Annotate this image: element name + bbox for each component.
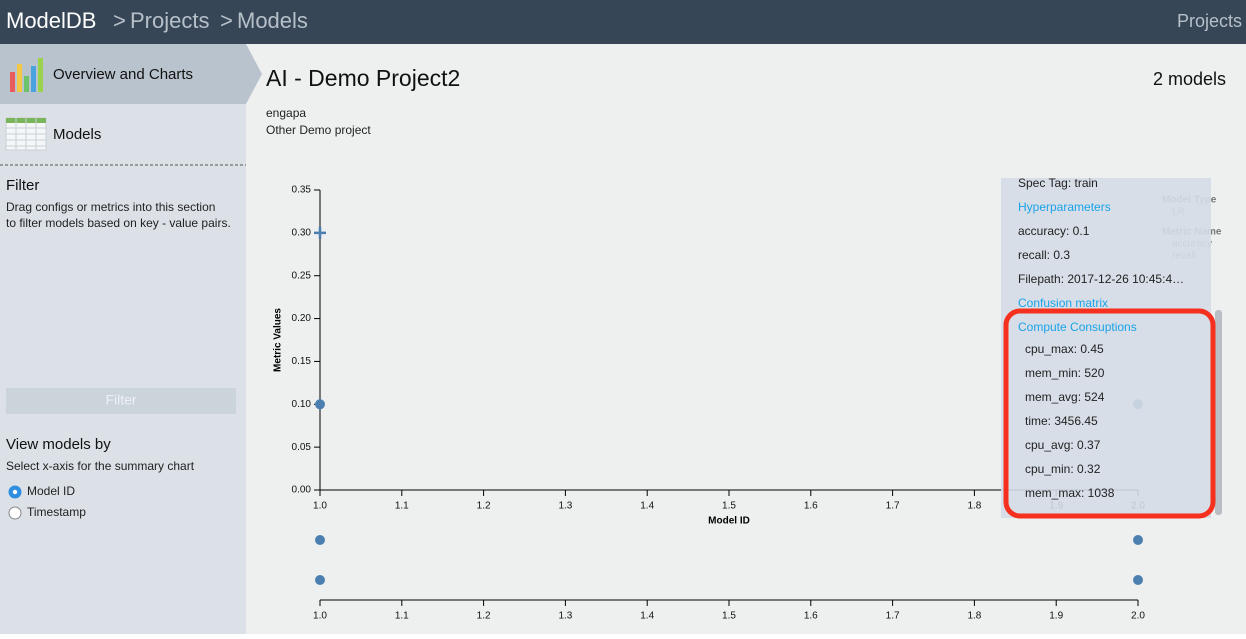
filter-button[interactable] bbox=[6, 388, 236, 414]
x-tick-label: 1.1 bbox=[395, 501, 409, 512]
breadcrumb: Models bbox=[237, 8, 308, 33]
x-tick-label: 1.5 bbox=[722, 501, 736, 512]
x-tick-label: 1.9 bbox=[1049, 611, 1063, 622]
details-item: recall: 0.3 bbox=[1018, 248, 1070, 262]
x-tick-label: 1.4 bbox=[640, 611, 654, 622]
project-title: AI - Demo Project2 bbox=[266, 65, 460, 91]
point bbox=[1133, 575, 1143, 585]
highlight-box bbox=[1003, 308, 1216, 519]
filter-description: Drag configs or metrics into this sectio… bbox=[6, 200, 215, 214]
chart-icon bbox=[10, 58, 43, 92]
details-link[interactable]: Compute Consuptions bbox=[1018, 320, 1137, 334]
details-item: mem_min: 520 bbox=[1025, 366, 1105, 380]
details-item: mem_avg: 524 bbox=[1025, 390, 1105, 404]
radio-dot bbox=[12, 489, 18, 495]
x-tick-label: 1.4 bbox=[640, 501, 654, 512]
point bbox=[315, 535, 325, 545]
point bbox=[315, 399, 325, 410]
scrollbar bbox=[1215, 310, 1222, 515]
details-item: time: 3456.45 bbox=[1025, 414, 1098, 428]
active-nav bbox=[0, 44, 262, 104]
x-tick-label: 2.0 bbox=[1131, 611, 1145, 622]
y-tick-label: 0.00 bbox=[292, 485, 312, 496]
header-bar bbox=[0, 0, 1246, 44]
details-item: cpu_min: 0.32 bbox=[1025, 462, 1101, 476]
filter-title: Filter bbox=[6, 177, 39, 194]
details-item: mem_max: 1038 bbox=[1025, 486, 1115, 500]
details-link[interactable]: Hyperparameters bbox=[1018, 200, 1111, 214]
x-tick-label: 1.8 bbox=[967, 611, 981, 622]
y-tick-label: 0.15 bbox=[292, 356, 312, 367]
y-axis-label: Metric Values bbox=[273, 308, 284, 372]
details-item: Spec Tag: train bbox=[1018, 176, 1098, 190]
x-tick-label: 1.7 bbox=[886, 501, 900, 512]
view-hint: Select x-axis for the summary chart bbox=[6, 459, 195, 473]
y-tick-label: 0.20 bbox=[292, 313, 312, 324]
x-tick-label: 1.0 bbox=[313, 501, 327, 512]
x-tick-label: 1.8 bbox=[967, 501, 981, 512]
view-title: View models by bbox=[6, 436, 111, 453]
x-axis-label: Model ID bbox=[708, 516, 750, 527]
breadcrumb[interactable]: Projects bbox=[130, 8, 209, 33]
model-count: 2 models bbox=[1153, 69, 1226, 89]
brand[interactable]: ModelDB bbox=[6, 8, 96, 33]
x-tick-label: 1.5 bbox=[722, 611, 736, 622]
x-tick-label: 1.6 bbox=[804, 501, 818, 512]
separator: > bbox=[113, 8, 126, 33]
project-description: Other Demo project bbox=[266, 123, 371, 137]
y-tick-label: 0.10 bbox=[292, 399, 312, 410]
details-item: accuracy: 0.1 bbox=[1018, 224, 1090, 238]
x-tick-label: 1.0 bbox=[313, 611, 327, 622]
x-tick-label: 1.3 bbox=[558, 501, 572, 512]
project-author: engapa bbox=[266, 106, 306, 120]
radio-label: Timestamp bbox=[27, 505, 86, 519]
nav-item[interactable]: Models bbox=[53, 126, 101, 143]
radio-label: Model ID bbox=[27, 484, 75, 498]
x-tick-label: 1.2 bbox=[477, 611, 491, 622]
y-tick-label: 0.05 bbox=[292, 442, 312, 453]
y-tick-label: 0.25 bbox=[292, 270, 312, 281]
point bbox=[314, 226, 326, 239]
y-tick-label: 0.30 bbox=[292, 227, 312, 238]
filter-button-label: Filter bbox=[105, 392, 136, 408]
details-item: Filepath: 2017-12-26 10:45:4… bbox=[1018, 272, 1184, 286]
details-item: cpu_avg: 0.37 bbox=[1025, 438, 1101, 452]
x-tick-label: 1.2 bbox=[477, 501, 491, 512]
radio[interactable] bbox=[8, 506, 22, 520]
x-tick-label: 1.6 bbox=[804, 611, 818, 622]
table-icon bbox=[5, 117, 47, 151]
point bbox=[315, 575, 325, 585]
separator: > bbox=[220, 8, 233, 33]
x-tick-label: 1.3 bbox=[558, 611, 572, 622]
details-panel bbox=[1001, 178, 1211, 518]
y-tick-label: 0.35 bbox=[292, 185, 312, 196]
filter-description: to filter models based on key - value pa… bbox=[6, 216, 231, 230]
x-tick-label: 1.1 bbox=[395, 611, 409, 622]
point bbox=[1133, 535, 1143, 545]
details-link[interactable]: Confusion matrix bbox=[1018, 296, 1108, 310]
nav-item[interactable]: Overview and Charts bbox=[53, 66, 193, 83]
x-tick-label: 1.7 bbox=[886, 611, 900, 622]
projects-link[interactable]: Projects bbox=[1177, 11, 1242, 31]
details-item: cpu_max: 0.45 bbox=[1025, 342, 1104, 356]
